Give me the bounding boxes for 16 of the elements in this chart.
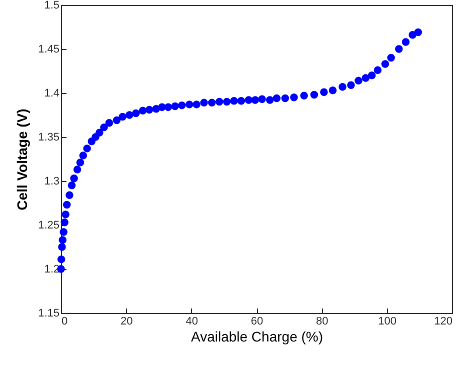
x-tick-label: 40 <box>186 316 198 328</box>
x-tick-label: 100 <box>378 316 397 328</box>
x-tick-label: 0 <box>62 316 68 328</box>
y-tick-label: 1.45 <box>38 44 60 56</box>
y-tick-label: 1.25 <box>38 220 60 232</box>
x-tick-label: 120 <box>434 316 452 328</box>
y-tick-label: 1.15 <box>38 308 60 320</box>
x-tick-label: 60 <box>250 316 264 328</box>
y-tick-label: 1.35 <box>38 132 60 144</box>
x-tick-label: 20 <box>120 316 133 328</box>
y-tick-label: 1.5 <box>44 0 60 12</box>
x-axis-title: Available Charge (%) <box>190 328 324 344</box>
y-tick-label: 1.3 <box>44 176 60 188</box>
x-tick-label: 80 <box>316 316 328 328</box>
y-tick-label: 1.4 <box>44 88 60 100</box>
y-axis-title: Cell Voltage (V) <box>14 108 30 210</box>
